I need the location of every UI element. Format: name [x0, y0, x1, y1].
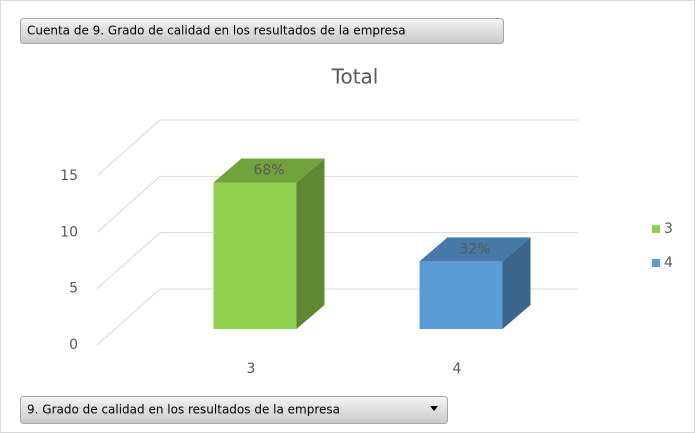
x-tick-label: 4: [453, 361, 462, 377]
y-tick-label: 5: [69, 281, 78, 297]
y-tick-label: 10: [60, 224, 78, 240]
grid-line-side: [96, 175, 161, 233]
bar-side: [502, 237, 531, 329]
grid-line-side: [96, 288, 161, 346]
y-tick-label: 15: [60, 168, 78, 184]
legend-swatch: [652, 225, 660, 233]
data-label: 32%: [459, 241, 490, 257]
bar: [213, 158, 325, 329]
bar-front: [419, 261, 503, 329]
legend-swatch: [652, 259, 660, 267]
axis-button[interactable]: [20, 396, 448, 424]
y-tick-label: 0: [69, 337, 78, 353]
filter-button[interactable]: [20, 18, 504, 44]
filter-button-label: Cuenta de 9. Grado de calidad en los res…: [27, 24, 406, 38]
chart-title: Total: [331, 65, 379, 89]
legend-label: 4: [664, 255, 673, 271]
bar-front: [213, 182, 297, 329]
bar-top: [213, 158, 325, 183]
grid-line-side: [96, 119, 161, 177]
bar-side: [296, 158, 325, 329]
grid-line-side: [96, 232, 161, 290]
axis-button-label: 9. Grado de calidad en los resultados de…: [27, 403, 340, 417]
legend-label: 3: [664, 221, 673, 237]
x-tick-label: 3: [247, 361, 256, 377]
bar: [419, 237, 531, 329]
dropdown-arrow: [430, 406, 438, 411]
data-label: 68%: [253, 163, 284, 179]
bar-top: [419, 237, 531, 262]
